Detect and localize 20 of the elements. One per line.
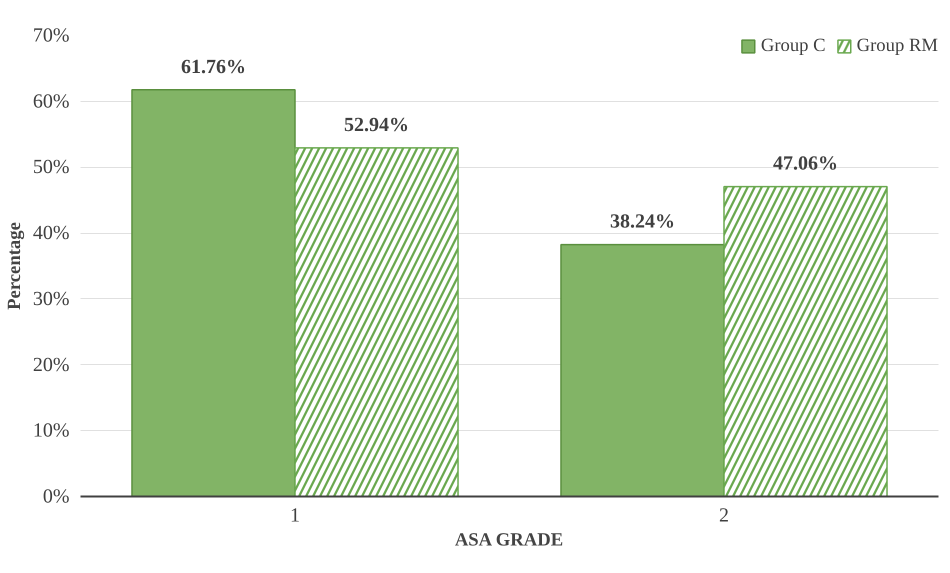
data-label: 47.06% bbox=[773, 152, 838, 175]
y-axis-title: Percentage bbox=[4, 222, 25, 310]
y-tick-label: 20% bbox=[32, 354, 70, 376]
data-label: 38.24% bbox=[610, 210, 675, 233]
bar bbox=[560, 244, 725, 496]
data-label: 61.76% bbox=[180, 56, 246, 78]
legend-label: Group RM bbox=[856, 35, 938, 57]
y-tick-label: 70% bbox=[32, 24, 70, 46]
data-label: 52.94% bbox=[344, 114, 410, 136]
y-tick-label: 40% bbox=[32, 222, 70, 244]
y-tick-label: 0% bbox=[42, 486, 70, 508]
y-tick-label: 10% bbox=[32, 420, 70, 442]
x-tick-label: 2 bbox=[719, 504, 729, 526]
y-tick-label: 60% bbox=[32, 90, 70, 112]
x-axis-title: ASA GRADE bbox=[454, 530, 564, 550]
bar bbox=[131, 89, 296, 496]
legend-label: Group C bbox=[760, 35, 826, 57]
x-tick-label: 1 bbox=[290, 504, 300, 526]
y-tick-label: 30% bbox=[32, 288, 70, 310]
y-tick-label: 50% bbox=[32, 156, 70, 178]
